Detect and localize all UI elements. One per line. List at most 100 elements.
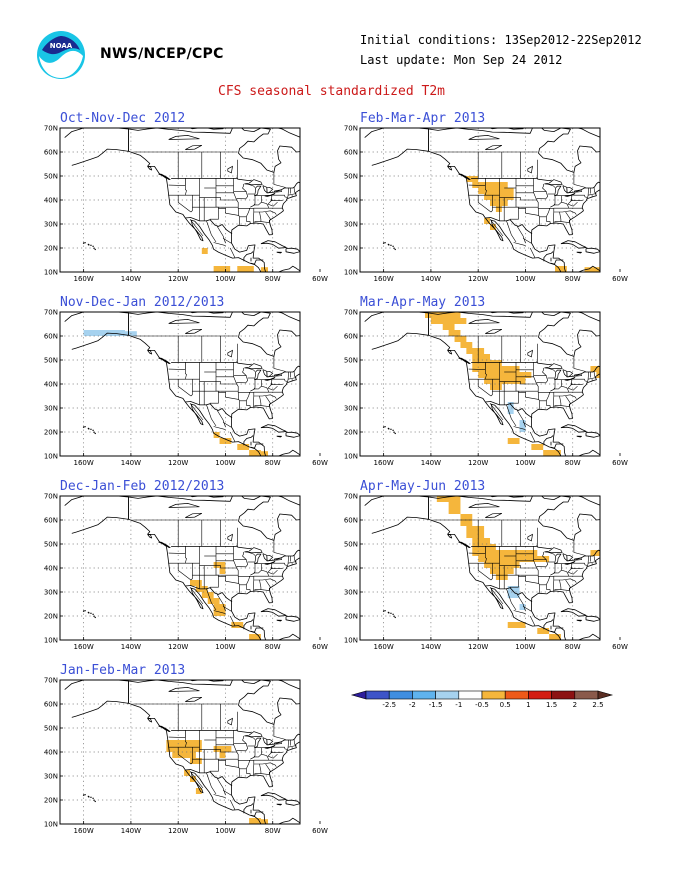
state-line-51 [189, 587, 204, 605]
state-line-25 [525, 580, 539, 584]
coastline-12 [458, 173, 471, 180]
lake-1 [254, 553, 262, 565]
main-title: CFS seasonal standardized T2m [218, 84, 445, 99]
state-line-24 [518, 576, 526, 582]
island-dot-6 [93, 247, 95, 249]
legend-label: -2.5 [382, 701, 396, 709]
lat-label-70N: 70N [44, 125, 58, 133]
lon-label-80W: 80W [265, 827, 281, 835]
state-line-45 [287, 371, 289, 382]
state-line-21 [220, 565, 237, 569]
state-line-37 [250, 569, 269, 577]
warm-anomaly-mam-7 [472, 354, 490, 360]
lon-label-140W: 140W [121, 643, 141, 651]
coastline-0 [64, 312, 151, 351]
state-line-31 [249, 760, 255, 776]
warm-anomaly-mam-5 [460, 342, 473, 348]
warm-anomaly-amj-13 [549, 634, 561, 640]
state-line-45 [587, 187, 589, 198]
border-1 [266, 365, 300, 378]
state-line-38 [553, 379, 556, 390]
lake-1 [554, 369, 562, 381]
island-dot-3 [88, 796, 90, 798]
legend-swatch-3 [412, 690, 436, 700]
coastline-5 [608, 519, 630, 539]
lake-6 [185, 328, 202, 334]
state-line-56 [229, 799, 236, 810]
map-panel-jfm: 70N 60N 50N 40N 30N 20N 10N 160W 140W 120W 100W 80W… [44, 677, 328, 836]
state-line-5 [273, 172, 286, 188]
state-line-43 [267, 382, 278, 391]
state-line-32 [253, 211, 262, 224]
state-line-6 [602, 549, 609, 551]
state-line-13 [190, 563, 193, 581]
state-line-8 [168, 546, 186, 554]
lat-label-20N: 20N [44, 613, 58, 621]
state-line-31 [249, 208, 255, 224]
coastline-9 [585, 431, 600, 438]
lon-label-60W: 60W [312, 827, 328, 835]
legend-label: -1.5 [429, 701, 443, 709]
island-dot-0 [82, 426, 85, 428]
coastline-5 [608, 335, 630, 355]
island-dot-7 [94, 616, 96, 619]
island-dot-1 [384, 426, 386, 428]
state-line-6 [602, 365, 609, 367]
state-line-42 [571, 379, 583, 385]
state-line-34 [259, 578, 277, 583]
coastline-7 [322, 540, 337, 552]
lake-6 [485, 328, 502, 334]
state-line-38 [553, 195, 556, 206]
legend-swatch-2 [388, 690, 413, 700]
lake-1 [554, 185, 562, 197]
coastline-2 [447, 350, 562, 456]
legend-label: 2 [573, 701, 577, 709]
state-line-22 [233, 546, 240, 593]
state-line-52 [506, 220, 517, 243]
coastline-13 [147, 349, 153, 355]
lat-label-30N: 30N [344, 589, 358, 597]
lat-label-30N: 30N [344, 405, 358, 413]
lon-label-120W: 120W [468, 275, 488, 283]
lon-label-100W: 100W [215, 827, 235, 835]
coastline-11 [303, 620, 307, 621]
state-line-54 [213, 610, 226, 614]
state-line-5 [573, 356, 586, 372]
coastline-2 [447, 534, 562, 640]
lake-5 [168, 687, 200, 692]
warm-anomaly-mam-10 [478, 372, 532, 378]
cool-anomaly-ndj-1 [119, 331, 137, 336]
warm-anomaly-amj-1 [448, 502, 461, 514]
coastline-4 [232, 496, 300, 541]
state-line-42 [571, 195, 583, 201]
island-dot-7 [394, 432, 396, 435]
border-3 [543, 435, 554, 446]
lake-0 [544, 363, 563, 369]
lat-label-50N: 50N [44, 541, 58, 549]
map-panel-mam: 70N 60N 50N 40N 30N 20N 10N 160W 140W 120W 100W 80W… [344, 309, 628, 468]
coastline-13 [447, 165, 453, 171]
state-line-38 [553, 563, 556, 574]
state-line-42 [271, 195, 283, 201]
state-line-55 [222, 790, 232, 796]
state-line-51 [189, 403, 204, 421]
lat-label-30N: 30N [44, 589, 58, 597]
map-panel-ndj: 70N 60N 50N 40N 30N 20N 10N 160W 140W 120W 100W 80W… [44, 309, 328, 468]
lat-label-10N: 10N [44, 637, 58, 645]
lake-0 [244, 731, 263, 737]
warm-anomaly-ond-0 [201, 248, 208, 254]
state-line-53 [216, 594, 226, 612]
coastline-12 [458, 357, 471, 364]
warm-anomaly-fma-8 [555, 266, 567, 272]
legend-swatch-10 [574, 690, 599, 700]
state-line-33 [560, 589, 569, 591]
state-line-32 [553, 211, 562, 224]
coastline-16 [576, 312, 600, 322]
border-2 [184, 401, 233, 419]
state-line-21 [220, 197, 237, 201]
lake-5 [168, 319, 200, 324]
state-line-45 [287, 739, 289, 750]
state-line-21 [520, 381, 537, 385]
coastline-4 [532, 496, 600, 541]
coastline-10 [276, 619, 282, 622]
